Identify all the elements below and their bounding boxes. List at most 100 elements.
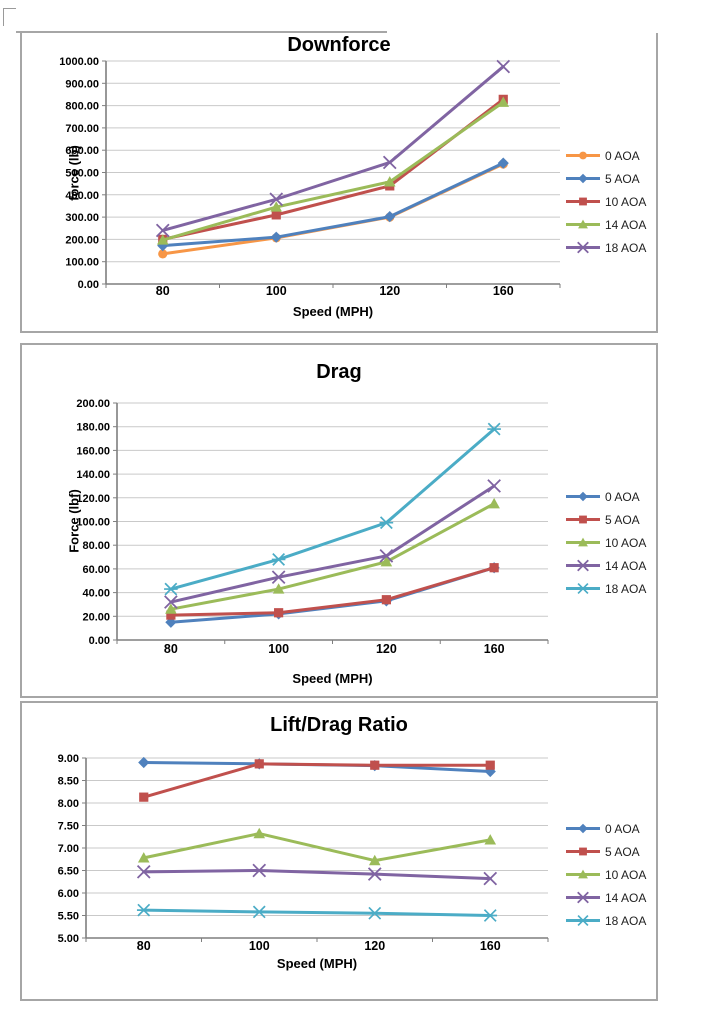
- legend-marker-triangle-icon: [566, 869, 600, 879]
- lift-drag-ratio-x-axis-title: Speed (MPH): [276, 956, 358, 971]
- svg-text:700.00: 700.00: [65, 123, 99, 135]
- svg-text:0.00: 0.00: [89, 635, 110, 647]
- series-14-aoa: [136, 863, 498, 886]
- svg-text:5.00: 5.00: [58, 933, 79, 945]
- svg-text:120: 120: [379, 284, 400, 298]
- svg-text:160: 160: [484, 642, 505, 656]
- svg-text:7.00: 7.00: [58, 843, 79, 855]
- series-10-aoa: [165, 497, 500, 614]
- legend-item-0-aoa: 0 AOA: [565, 485, 646, 508]
- legend-item-18-aoa: 18 AOA: [565, 909, 646, 932]
- legend-marker-x-icon: [566, 891, 600, 904]
- legend-label: 18 AOA: [605, 240, 647, 255]
- legend-item-10-aoa: 10 AOA: [565, 863, 646, 886]
- series-18-aoa: [164, 422, 501, 596]
- legend-item-18-aoa: 18 AOA: [565, 236, 646, 259]
- legend-marker-star-icon: [566, 914, 600, 927]
- series-10-aoa: [158, 94, 508, 244]
- gridlines: [106, 60, 560, 263]
- series-0-aoa: [165, 562, 500, 628]
- x-category-labels: 80 100 120 160: [156, 284, 514, 298]
- legend-label: 14 AOA: [605, 558, 647, 573]
- svg-text:120: 120: [364, 939, 385, 953]
- svg-text:60.00: 60.00: [82, 564, 110, 576]
- lift-drag-ratio-chart-panel[interactable]: Lift/Drag Ratio 5.00 5.50 6.00 6.50 7.00 7.50…: [20, 701, 658, 1001]
- series-0-aoa: [158, 159, 508, 259]
- svg-text:7.50: 7.50: [58, 821, 79, 833]
- series-18-aoa: [155, 59, 511, 238]
- legend-item-10-aoa: 10 AOA: [565, 190, 646, 213]
- svg-text:6.50: 6.50: [58, 866, 79, 878]
- drag-plot-area: 0.00 20.00 40.00 60.00 80.00 100.00 120.00 140.…: [76, 398, 549, 656]
- legend-label: 5 AOA: [605, 512, 640, 527]
- lift-drag-ratio-legend: 0 AOA 5 AOA 10 AOA 14 AOA 18 AOA: [565, 817, 646, 932]
- legend-label: 18 AOA: [605, 581, 647, 596]
- svg-text:180.00: 180.00: [76, 422, 110, 434]
- svg-text:1000.00: 1000.00: [59, 56, 99, 68]
- legend-marker-triangle-icon: [566, 537, 600, 547]
- series-10-aoa: [137, 827, 497, 866]
- lift-drag-ratio-chart-title: Lift/Drag Ratio: [270, 714, 408, 736]
- legend-item-10-aoa: 10 AOA: [565, 531, 646, 554]
- legend-label: 10 AOA: [605, 867, 647, 882]
- legend-marker-diamond-icon: [566, 823, 600, 834]
- series-5-aoa: [157, 157, 509, 252]
- svg-text:500.00: 500.00: [65, 168, 99, 180]
- drag-x-axis-title: Speed (MPH): [292, 671, 373, 686]
- svg-text:600.00: 600.00: [65, 145, 99, 157]
- svg-text:9.00: 9.00: [58, 753, 79, 765]
- svg-text:400.00: 400.00: [65, 190, 99, 202]
- svg-text:5.50: 5.50: [58, 911, 79, 923]
- legend-marker-x-icon: [566, 241, 600, 254]
- drag-legend: 0 AOA 5 AOA 10 AOA 14 AOA 18 AOA: [565, 485, 646, 600]
- svg-text:140.00: 140.00: [76, 469, 110, 481]
- series-14-aoa: [164, 479, 501, 609]
- screen-corner-artifact-horizontal: [3, 8, 16, 9]
- svg-text:100: 100: [266, 284, 287, 298]
- series-18-aoa: [136, 903, 498, 922]
- svg-text:100.00: 100.00: [76, 517, 110, 529]
- legend-item-5-aoa: 5 AOA: [565, 840, 646, 863]
- legend-marker-star-icon: [566, 582, 600, 595]
- downforce-legend: 0 AOA 5 AOA 10 AOA 14 AOA 18 AOA: [565, 144, 646, 259]
- svg-text:160.00: 160.00: [76, 445, 110, 457]
- svg-text:100: 100: [249, 939, 270, 953]
- svg-text:120: 120: [376, 642, 397, 656]
- drag-chart-panel[interactable]: Drag Force (lbf) 0.00 20.00 40.00 60.00 80.0…: [20, 343, 658, 698]
- legend-marker-diamond-icon: [566, 173, 600, 184]
- downforce-chart-panel[interactable]: Downforce force (lb) 0.00 100.00 200.00 300…: [16, 31, 658, 333]
- x-category-labels: 80 100 120 160: [164, 642, 505, 656]
- legend-item-0-aoa: 0 AOA: [565, 817, 646, 840]
- screen-corner-artifact-vertical: [3, 8, 4, 26]
- svg-text:900.00: 900.00: [65, 78, 99, 90]
- svg-text:100: 100: [268, 642, 289, 656]
- legend-label: 0 AOA: [605, 148, 640, 163]
- svg-text:8.00: 8.00: [58, 798, 79, 810]
- svg-text:80: 80: [156, 284, 170, 298]
- drag-chart-title: Drag: [316, 361, 362, 383]
- downforce-panel-partial-top-border: [16, 31, 387, 33]
- legend-marker-circle-icon: [566, 151, 600, 160]
- svg-text:160: 160: [480, 939, 501, 953]
- svg-text:0.00: 0.00: [78, 279, 99, 291]
- legend-label: 18 AOA: [605, 913, 647, 928]
- svg-text:20.00: 20.00: [82, 611, 110, 623]
- series-5-aoa: [139, 759, 495, 802]
- gridlines: [86, 757, 548, 916]
- legend-item-14-aoa: 14 AOA: [565, 554, 646, 577]
- legend-label: 5 AOA: [605, 171, 640, 186]
- legend-marker-triangle-icon: [566, 219, 600, 229]
- svg-text:800.00: 800.00: [65, 101, 99, 113]
- svg-text:300.00: 300.00: [65, 212, 99, 224]
- legend-label: 14 AOA: [605, 890, 647, 905]
- series-0-aoa: [138, 756, 496, 778]
- svg-text:200.00: 200.00: [65, 234, 99, 246]
- y-tick-labels: 0.00 100.00 200.00 300.00 400.00 500.00 600.00…: [59, 56, 99, 291]
- legend-item-14-aoa: 14 AOA: [565, 213, 646, 236]
- x-category-labels: 80 100 120 160: [137, 939, 501, 953]
- lift-drag-ratio-plot-area: 5.00 5.50 6.00 6.50 7.00 7.50 8.00 8.50 9.00 80 10…: [58, 753, 549, 953]
- series-5-aoa: [166, 563, 499, 620]
- legend-item-14-aoa: 14 AOA: [565, 886, 646, 909]
- svg-text:100.00: 100.00: [65, 257, 99, 269]
- series-14-aoa: [156, 96, 510, 245]
